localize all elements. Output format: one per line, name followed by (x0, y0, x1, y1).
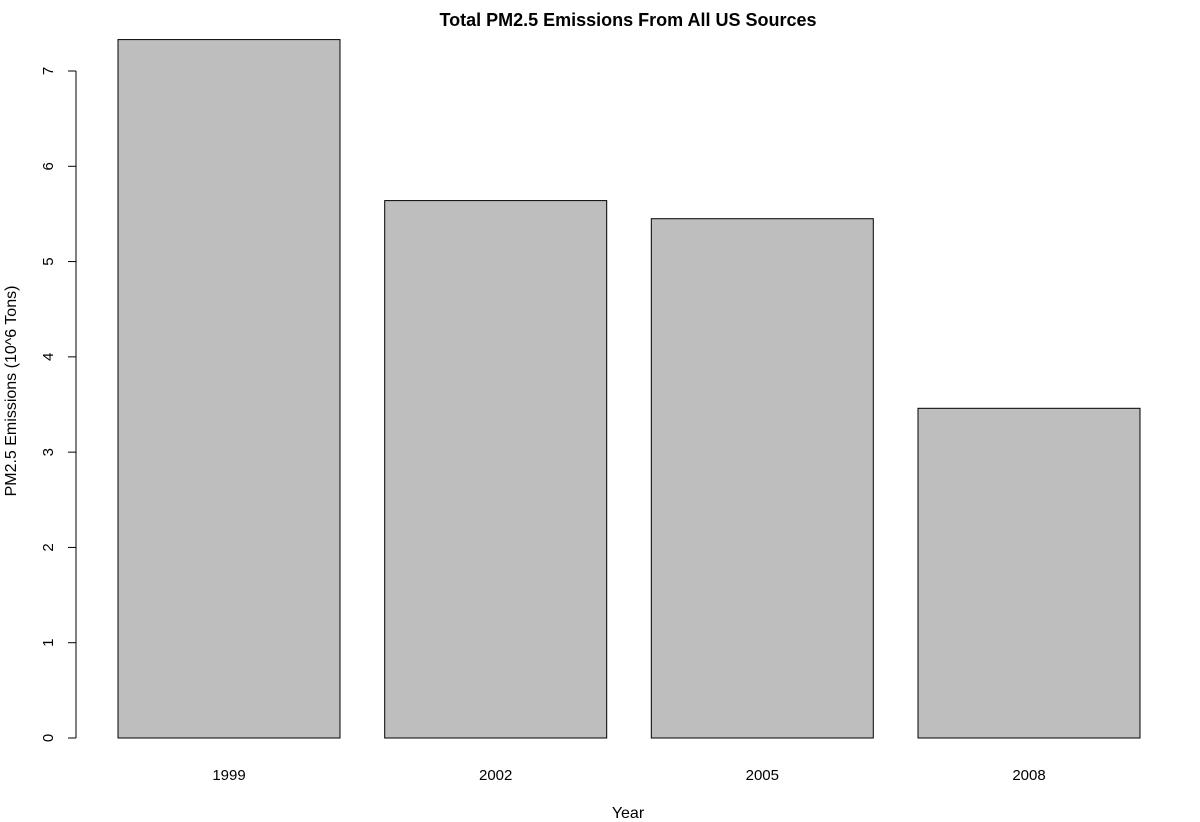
bar-2002 (384, 200, 608, 739)
y-tick-label: 7 (40, 67, 57, 75)
chart-title: Total PM2.5 Emissions From All US Source… (439, 10, 816, 30)
x-tick-label-2005: 2005 (746, 767, 779, 784)
y-tick-label: 2 (40, 543, 57, 551)
y-axis: 0 1 2 3 4 5 6 7 (40, 67, 77, 742)
bar-1999 (117, 39, 341, 739)
y-tick-label: 4 (40, 353, 57, 361)
y-tick-label: 5 (40, 257, 57, 265)
y-tick-label: 1 (40, 639, 57, 647)
x-axis-label: Year (612, 805, 645, 822)
y-tick-label: 6 (40, 162, 57, 170)
y-axis-label: PM2.5 Emissions (10^6 Tons) (3, 286, 20, 497)
x-tick-label-2002: 2002 (479, 767, 512, 784)
y-tick-label: 0 (40, 734, 57, 742)
x-tick-label-2008: 2008 (1012, 767, 1045, 784)
bar-2008 (917, 407, 1141, 739)
bars-group (117, 39, 1141, 739)
x-tick-labels: 1999 2002 2005 2008 (212, 767, 1045, 784)
x-tick-label-1999: 1999 (212, 767, 245, 784)
bar-2005 (650, 218, 874, 739)
y-tick-label: 3 (40, 448, 57, 456)
